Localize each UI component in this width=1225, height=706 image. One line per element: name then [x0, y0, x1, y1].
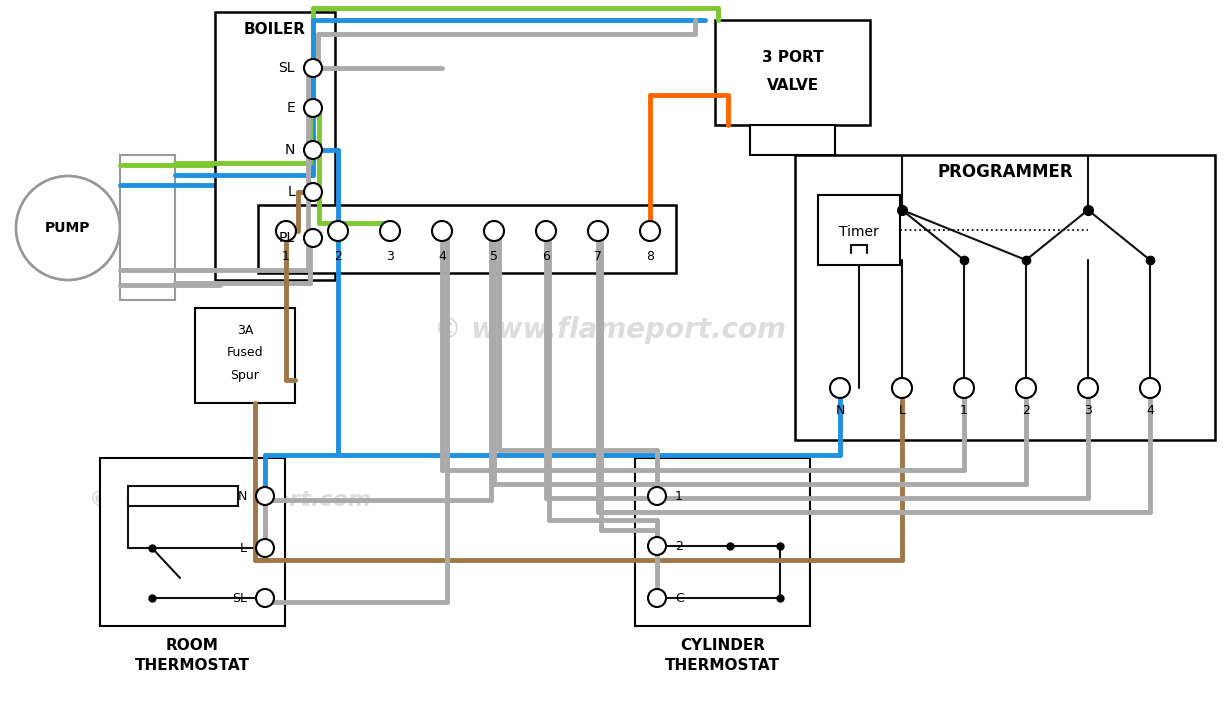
Circle shape: [648, 487, 666, 505]
Bar: [795, 155, 1215, 440]
Text: 3A: 3A: [236, 323, 254, 337]
Circle shape: [328, 221, 348, 241]
Circle shape: [276, 221, 296, 241]
Bar: [127, 486, 238, 506]
Circle shape: [1016, 378, 1036, 398]
Circle shape: [954, 378, 974, 398]
Text: 2: 2: [675, 539, 682, 553]
Circle shape: [304, 141, 322, 159]
Text: L: L: [898, 404, 905, 417]
Circle shape: [304, 229, 322, 247]
Text: 3 PORT: 3 PORT: [762, 51, 823, 66]
Text: 4: 4: [1147, 404, 1154, 417]
Circle shape: [304, 59, 322, 77]
Text: N: N: [238, 489, 247, 503]
Text: PL: PL: [279, 231, 295, 245]
Circle shape: [537, 221, 556, 241]
Text: 2: 2: [334, 249, 342, 263]
Circle shape: [588, 221, 608, 241]
Text: L: L: [240, 542, 247, 554]
Text: Fused: Fused: [227, 347, 263, 359]
Text: PROGRAMMER: PROGRAMMER: [937, 163, 1073, 181]
Text: © www.flameport.com: © www.flameport.com: [89, 490, 371, 510]
Text: VALVE: VALVE: [767, 78, 818, 92]
Circle shape: [256, 487, 274, 505]
Text: N: N: [835, 404, 845, 417]
Circle shape: [648, 537, 666, 555]
Text: © www.flameport.com: © www.flameport.com: [434, 316, 786, 344]
Bar: [258, 205, 676, 273]
Text: SL: SL: [232, 592, 247, 604]
Text: 3: 3: [386, 249, 394, 263]
Circle shape: [831, 378, 850, 398]
Circle shape: [484, 221, 503, 241]
Bar: [750, 125, 835, 155]
Bar: [100, 458, 285, 626]
Text: C: C: [675, 592, 684, 604]
Text: THERMOSTAT: THERMOSTAT: [665, 659, 780, 674]
Bar: [216, 12, 334, 280]
Text: Spur: Spur: [230, 369, 260, 383]
Circle shape: [256, 589, 274, 607]
Bar: [120, 155, 175, 300]
Circle shape: [380, 221, 401, 241]
Bar: [635, 458, 810, 626]
Text: THERMOSTAT: THERMOSTAT: [135, 659, 250, 674]
Bar: [715, 20, 870, 125]
Text: 1: 1: [675, 489, 682, 503]
Text: 5: 5: [490, 249, 499, 263]
Circle shape: [256, 539, 274, 557]
Circle shape: [639, 221, 660, 241]
Bar: [195, 308, 295, 403]
Text: L: L: [287, 185, 295, 199]
Circle shape: [1140, 378, 1160, 398]
Text: 4: 4: [439, 249, 446, 263]
Text: Timer: Timer: [839, 225, 878, 239]
Text: 1: 1: [960, 404, 968, 417]
Text: 6: 6: [541, 249, 550, 263]
Text: 3: 3: [1084, 404, 1091, 417]
Text: ROOM: ROOM: [167, 638, 219, 654]
Text: 1: 1: [282, 249, 290, 263]
Circle shape: [1078, 378, 1098, 398]
Circle shape: [432, 221, 452, 241]
Text: 8: 8: [646, 249, 654, 263]
Circle shape: [304, 99, 322, 117]
Text: 2: 2: [1022, 404, 1030, 417]
Text: N: N: [284, 143, 295, 157]
Bar: [818, 195, 900, 265]
Circle shape: [304, 183, 322, 201]
Text: SL: SL: [278, 61, 295, 75]
Circle shape: [892, 378, 911, 398]
Text: PUMP: PUMP: [45, 221, 91, 235]
Circle shape: [16, 176, 120, 280]
Text: E: E: [287, 101, 295, 115]
Text: CYLINDER: CYLINDER: [680, 638, 764, 654]
Text: BOILER: BOILER: [244, 21, 306, 37]
Text: 7: 7: [594, 249, 601, 263]
Circle shape: [648, 589, 666, 607]
